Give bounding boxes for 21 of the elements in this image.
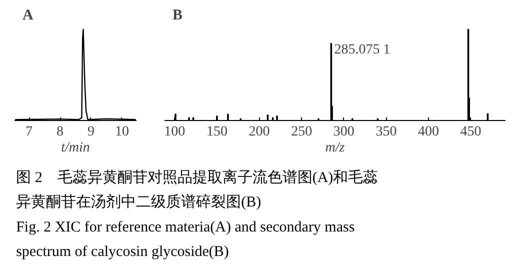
text: spectrum of calycosin glycoside(B) <box>16 244 229 260</box>
x-tick-label: 350 <box>376 124 397 140</box>
text: 异黄酮苷在汤剂中二级质谱碎裂图(B) <box>16 194 262 211</box>
x-tick-label: 8 <box>56 124 64 140</box>
chart-title: B <box>172 8 183 24</box>
x-tick-label: 9 <box>87 124 94 140</box>
annotation: 285.075 1 <box>334 42 390 58</box>
chart-title: A <box>22 8 34 24</box>
x-tick-label: 100 <box>164 124 186 140</box>
x-tick-label: 200 <box>248 124 270 140</box>
x-axis-title: t/min <box>61 140 90 156</box>
x-tick-label: 250 <box>291 124 312 140</box>
x-tick-label: 7 <box>26 124 33 140</box>
x-tick-label: 10 <box>114 124 129 140</box>
caption: Fig. 2 XIC for reference materia(A) and secondary mass <box>16 219 355 236</box>
x-tick-label: 150 <box>206 124 228 140</box>
x-tick-label: 400 <box>418 124 439 140</box>
x-tick-label: 300 <box>333 124 354 140</box>
caption: 图 2 毛蕊异黄酮苷对照品提取离子流色谱图(A)和毛蕊 <box>16 169 378 186</box>
x-axis-title: m/z <box>325 140 346 156</box>
x-tick-label: 450 <box>460 124 482 140</box>
